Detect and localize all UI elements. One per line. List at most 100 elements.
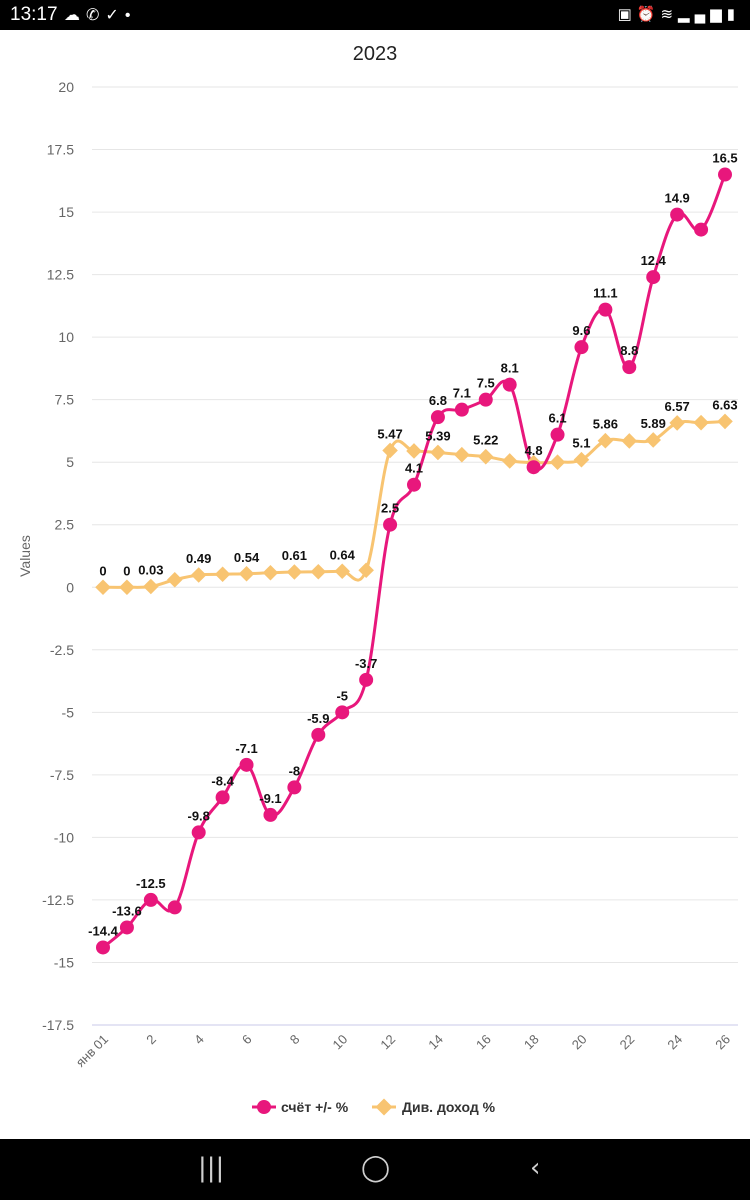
- wifi-icon: ≋: [660, 6, 679, 23]
- y-tick-label: -12.5: [42, 892, 74, 908]
- y-axis-title: Values: [17, 535, 33, 577]
- y-tick-label: 10: [58, 329, 74, 345]
- legend-marker-circle-icon: [257, 1100, 271, 1114]
- y-tick-label: -7.5: [50, 767, 74, 783]
- data-point: [238, 565, 255, 582]
- x-tick-label: 26: [712, 1032, 733, 1053]
- data-point: [669, 415, 685, 431]
- data-label: 5.86: [593, 417, 618, 432]
- x-tick-label: 14: [425, 1032, 446, 1053]
- data-label: 6.63: [712, 397, 737, 412]
- data-point: [262, 564, 279, 581]
- data-point: [239, 757, 254, 772]
- data-label: 2.5: [381, 501, 399, 516]
- status-icons-right: ▣⏰≋▂▄▆▮: [618, 5, 740, 23]
- data-point: [597, 432, 614, 449]
- data-point: [454, 402, 469, 417]
- y-tick-label: 7.5: [55, 392, 75, 408]
- data-label: -3.7: [355, 656, 377, 671]
- data-label: -14.4: [88, 923, 118, 938]
- legend-item-series-2[interactable]: Див. доход %: [372, 1098, 496, 1116]
- signal-icon: ▂▄▆: [678, 6, 727, 23]
- legend-label-series-2: Див. доход %: [402, 1099, 496, 1115]
- data-point: [454, 446, 470, 463]
- data-label: 5.22: [473, 433, 498, 448]
- data-point: [191, 825, 206, 840]
- dot-icon: •: [124, 7, 137, 24]
- legend-label-series-1: счёт +/- %: [281, 1099, 349, 1115]
- y-tick-label: -5: [62, 704, 75, 720]
- grid: [92, 86, 738, 1026]
- x-tick-labels: янв 01 2 4 6 8 10 12 14 16 18 20 22 24 26: [73, 1032, 733, 1070]
- data-point: [670, 207, 685, 222]
- data-point: [718, 167, 732, 182]
- data-point: [95, 579, 111, 596]
- data-point: [167, 900, 182, 915]
- y-tick-label: -15: [54, 954, 74, 970]
- data-label: 0: [99, 563, 106, 578]
- data-point: [359, 672, 374, 687]
- x-tick-label: 22: [617, 1032, 638, 1053]
- sim-icon: ▣: [617, 6, 637, 23]
- data-label: 6.57: [664, 399, 689, 414]
- status-bar: 13:17 ☁✆✓• ▣⏰≋▂▄▆▮: [0, 0, 750, 30]
- x-tick-label: 10: [330, 1032, 351, 1053]
- data-label: 0.54: [234, 550, 260, 565]
- legend-marker-diamond-icon: [375, 1098, 393, 1116]
- legend[interactable]: счёт +/- % Див. доход %: [252, 1098, 496, 1116]
- data-point: [143, 578, 159, 595]
- data-point: [96, 940, 110, 955]
- alarm-icon: ⏰: [636, 6, 661, 23]
- data-label: 6.8: [429, 393, 447, 408]
- data-label: 5.1: [572, 436, 590, 451]
- data-point: [119, 920, 134, 935]
- y-tick-label: 15: [58, 204, 74, 220]
- data-label: 0: [123, 563, 130, 578]
- data-point: [310, 563, 327, 580]
- data-point: [407, 477, 421, 492]
- data-label: -8: [289, 763, 301, 778]
- y-tick-label: -2.5: [50, 642, 74, 658]
- y-tick-labels: 20 17.5 15 12.5 10 7.5 5 2.5 0 -2.5 -5 -7.5 -10 -12.5…: [42, 79, 74, 1033]
- y-tick-label: 0: [66, 579, 74, 595]
- data-label: 14.9: [664, 191, 689, 206]
- back-icon[interactable]: ‹: [530, 1153, 541, 1183]
- data-point: [693, 414, 709, 431]
- data-label: 11.1: [593, 286, 618, 301]
- data-point: [526, 460, 541, 475]
- data-label: 0.03: [138, 563, 163, 578]
- data-point: [717, 413, 733, 430]
- chart-title: 2023: [353, 43, 398, 65]
- data-label: -12.5: [136, 876, 166, 891]
- check-circle-icon: ✓: [105, 7, 125, 24]
- data-point: [430, 410, 445, 425]
- data-label: 8.1: [501, 361, 519, 376]
- data-point: [358, 562, 374, 579]
- data-point: [645, 432, 662, 448]
- data-point: [215, 790, 230, 805]
- x-tick-label: 24: [664, 1032, 685, 1053]
- data-point: [621, 433, 638, 449]
- x-tick-label: 16: [473, 1032, 494, 1053]
- x-tick-label: 8: [287, 1032, 303, 1048]
- data-label: 12.4: [641, 253, 667, 268]
- x-tick-label: 4: [191, 1032, 207, 1048]
- weather-icon: ☁: [64, 7, 86, 24]
- data-point: [383, 517, 398, 532]
- data-label: 7.1: [453, 386, 471, 401]
- line-chart: 2023 Values 2017.51512.5107.552.50-2.5-5…: [17, 43, 738, 1116]
- data-point: [502, 377, 517, 392]
- home-icon[interactable]: ◯: [361, 1153, 391, 1183]
- x-tick-label: 20: [569, 1032, 590, 1053]
- data-point: [263, 807, 278, 822]
- legend-item-series-1[interactable]: счёт +/- %: [252, 1099, 349, 1115]
- data-label: -8.4: [211, 773, 234, 788]
- data-point: [166, 571, 183, 588]
- data-point: [598, 302, 613, 317]
- data-labels: 0 0 0.030.49 0.54 0.61 0.645.47 5.39 5.22 5.15.8…: [88, 151, 737, 939]
- recents-icon[interactable]: |||: [198, 1153, 225, 1183]
- data-point: [501, 453, 518, 469]
- data-label: 0.49: [186, 551, 211, 566]
- data-label: 5.47: [377, 426, 402, 441]
- data-label: -5.9: [307, 711, 329, 726]
